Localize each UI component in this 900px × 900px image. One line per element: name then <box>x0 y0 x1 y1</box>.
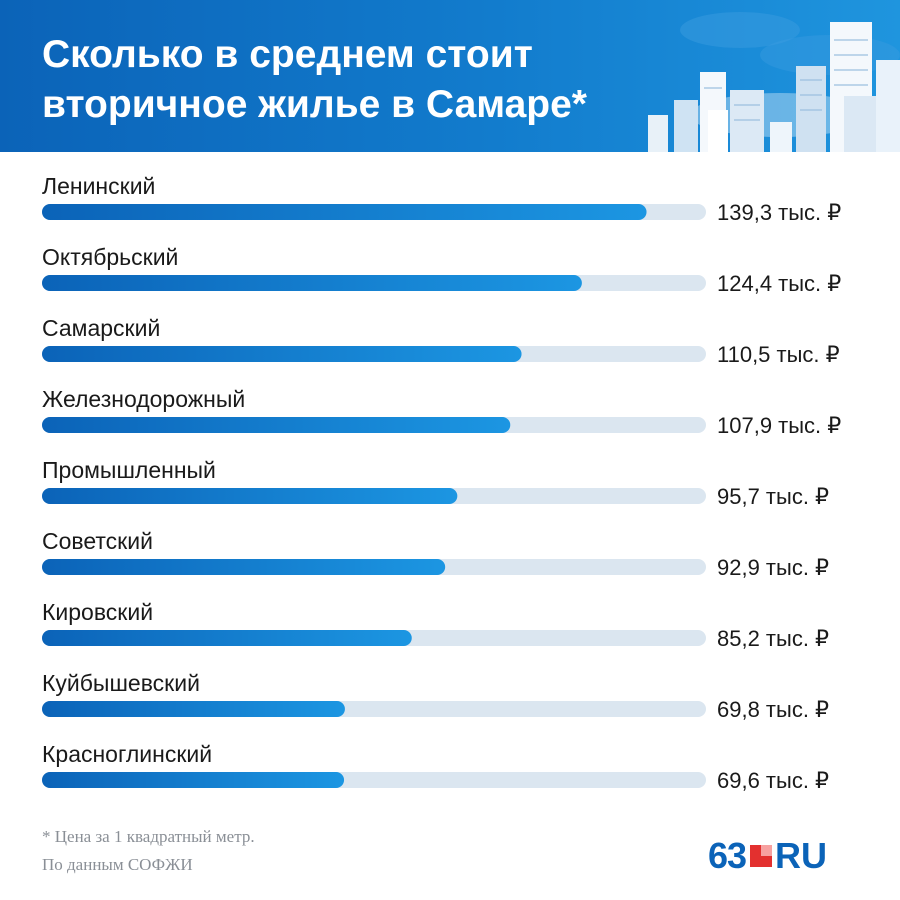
footnote-line-1: * Цена за 1 квадратный метр. <box>42 827 255 846</box>
bar <box>42 346 522 362</box>
value-label: 69,8 тыс. ₽ <box>717 697 829 722</box>
value-label: 107,9 тыс. ₽ <box>717 413 841 438</box>
category-label: Промышленный <box>42 457 216 483</box>
value-label: 110,5 тыс. ₽ <box>717 342 840 367</box>
value-label: 124,4 тыс. ₽ <box>717 271 841 296</box>
bar <box>42 772 345 788</box>
title-line-2: вторичное жилье в Самаре* <box>42 83 587 126</box>
bar-chart-svg: Ленинский 139,3 тыс. ₽ Октябрьский 124,4 ты… <box>42 173 841 793</box>
value-label: 85,2 тыс. ₽ <box>717 626 829 651</box>
header-banner: Сколько в среднем стоит вторичное жилье … <box>0 0 900 152</box>
bar <box>42 275 582 291</box>
category-label: Куйбышевский <box>42 670 200 696</box>
logo-square-icon <box>750 845 773 867</box>
value-label: 95,7 тыс. ₽ <box>717 484 829 509</box>
footnote-source: По данным СОФЖИ <box>42 855 193 874</box>
bar <box>42 204 647 220</box>
logo-suffix: RU <box>775 835 828 876</box>
bar <box>42 559 446 575</box>
value-label: 69,6 тыс. ₽ <box>717 768 829 793</box>
bar <box>42 488 458 504</box>
bar <box>42 630 412 646</box>
category-label: Октябрьский <box>42 244 178 270</box>
footnote: * Цена за 1 квадратный метр. По данным С… <box>42 823 255 879</box>
category-label: Самарский <box>42 315 160 341</box>
title-line-1: Сколько в среднем стоит <box>42 33 533 76</box>
city-skyline-illustration <box>648 12 900 152</box>
bar-chart: Ленинский 139,3 тыс. ₽ Октябрьский 124,4 ты… <box>0 152 900 802</box>
logo-number: 63 <box>708 835 747 876</box>
bar <box>42 417 511 433</box>
value-label: 139,3 тыс. ₽ <box>717 200 841 225</box>
brand-logo[interactable]: 63 RU <box>708 835 828 876</box>
bar <box>42 701 345 717</box>
category-label: Кировский <box>42 599 153 625</box>
category-label: Советский <box>42 528 153 554</box>
category-label: Железнодорожный <box>42 386 245 412</box>
page-title: Сколько в среднем стоит вторичное жилье … <box>42 30 662 130</box>
category-label: Красноглинский <box>42 741 212 767</box>
category-label: Ленинский <box>42 173 155 199</box>
value-label: 92,9 тыс. ₽ <box>717 555 829 580</box>
